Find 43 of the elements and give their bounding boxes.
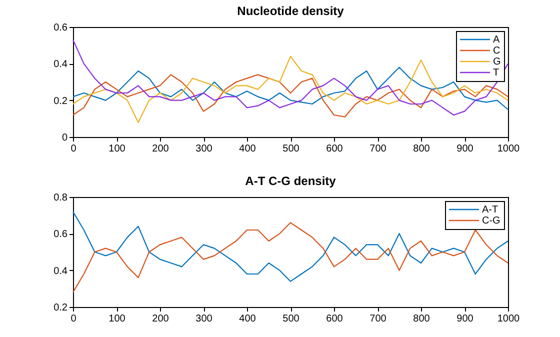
x-tick-label: 600: [326, 314, 344, 324]
x-tick-label: 900: [456, 314, 474, 324]
x-tick-label: 1000: [497, 314, 520, 324]
x-tick-label: 300: [196, 314, 213, 324]
y-tick-label: 0: [62, 132, 68, 144]
line-series: [72, 66, 509, 110]
x-tick-label: 900: [456, 144, 474, 154]
x-tick-label: 200: [152, 144, 170, 154]
x-tick-label: 100: [108, 144, 126, 154]
y-tick-label: 0.2: [54, 302, 68, 314]
y-tick-label: 0.6: [54, 229, 68, 240]
x-tick-label: 1000: [497, 144, 520, 154]
legend-label: A-T: [482, 204, 498, 216]
line-series: [72, 74, 509, 118]
y-tick-label: 0.4: [54, 266, 68, 277]
chart-title: Nucleotide density: [237, 4, 344, 18]
x-tick-label: 700: [370, 314, 387, 324]
x-tick-label: 500: [282, 314, 300, 324]
x-tick-label: 800: [413, 314, 430, 324]
line-series: [72, 222, 509, 293]
y-tick-label: 0.2: [54, 96, 68, 107]
line-series: [72, 211, 509, 282]
legend-label: C: [493, 46, 500, 56]
legend-label: G: [493, 56, 501, 68]
x-tick-label: 100: [108, 314, 126, 324]
x-tick-label: 300: [196, 144, 213, 154]
legend-label: C-G: [482, 216, 501, 226]
x-tick-label: 500: [282, 144, 300, 154]
x-tick-label: 0: [70, 144, 77, 154]
x-tick-label: 700: [370, 144, 387, 154]
legend-label: T: [493, 68, 500, 78]
chart-title: A-T C-G density: [245, 174, 336, 188]
x-tick-label: 200: [152, 314, 170, 324]
legend-label: A: [493, 34, 500, 46]
x-tick-label: 0: [70, 314, 77, 324]
x-tick-label: 400: [239, 314, 256, 324]
x-tick-label: 800: [413, 144, 430, 154]
line-series: [72, 56, 509, 123]
y-tick-label: 0.8: [54, 192, 68, 204]
x-tick-label: 600: [326, 144, 344, 154]
y-tick-label: 0.6: [54, 22, 68, 34]
x-tick-label: 400: [239, 144, 256, 154]
y-tick-label: 0.4: [54, 59, 68, 70]
